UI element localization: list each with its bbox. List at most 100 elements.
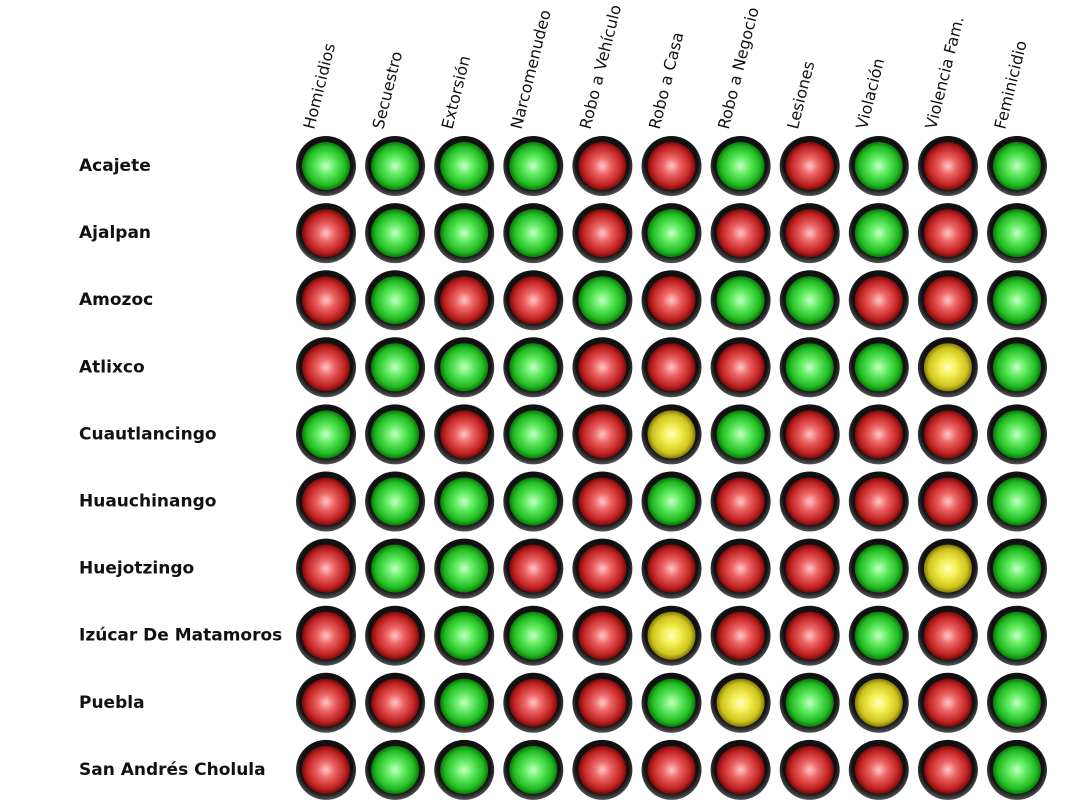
- status-light: [440, 410, 489, 459]
- status-light: [302, 745, 350, 794]
- row-label: Atlixco: [79, 357, 145, 377]
- status-light: [993, 343, 1041, 392]
- status-light: [854, 343, 903, 392]
- status-light: [854, 410, 903, 459]
- status-light: [440, 209, 489, 258]
- column-header: Robo a Negocio: [714, 5, 763, 131]
- status-light: [371, 477, 420, 526]
- status-light: [509, 142, 558, 190]
- row-label: San Andrés Cholula: [79, 760, 266, 780]
- status-light: [509, 410, 558, 459]
- status-light: [578, 142, 627, 190]
- status-light: [302, 544, 350, 593]
- status-light: [785, 276, 834, 325]
- row-label: Amozoc: [79, 290, 153, 310]
- status-light: [923, 209, 972, 258]
- status-light: [371, 678, 420, 727]
- status-light: [993, 209, 1041, 258]
- status-light: [854, 544, 903, 593]
- status-light: [509, 477, 558, 526]
- status-light: [302, 276, 350, 325]
- column-header: Extorsión: [438, 54, 475, 131]
- status-light: [302, 477, 350, 526]
- status-light: [647, 477, 696, 526]
- status-light: [440, 343, 489, 392]
- status-light: [647, 745, 696, 794]
- row-label: Puebla: [79, 693, 145, 713]
- status-light: [302, 343, 350, 392]
- status-light: [923, 410, 972, 459]
- status-light: [716, 343, 765, 392]
- status-light: [923, 678, 972, 727]
- status-light: [371, 343, 420, 392]
- status-light: [578, 410, 627, 459]
- status-light: [440, 142, 489, 190]
- status-light: [716, 276, 765, 325]
- status-light: [716, 611, 765, 660]
- row-label: Huejotzingo: [79, 559, 194, 579]
- status-light: [993, 276, 1041, 325]
- status-light: [785, 410, 834, 459]
- status-light: [302, 209, 350, 258]
- status-light: [578, 611, 627, 660]
- status-light: [440, 544, 489, 593]
- status-light: [854, 209, 903, 258]
- column-header: Feminicidio: [990, 39, 1030, 131]
- status-light: [716, 745, 765, 794]
- status-light: [371, 142, 420, 190]
- row-label: Izúcar De Matamoros: [79, 626, 282, 646]
- status-light: [440, 477, 489, 526]
- row-label: Acajete: [79, 156, 151, 176]
- column-header: Lesiones: [783, 59, 818, 131]
- status-light: [923, 745, 972, 794]
- status-light: [647, 276, 696, 325]
- status-light: [371, 209, 420, 258]
- status-light: [578, 343, 627, 392]
- status-light: [854, 745, 903, 794]
- status-light: [302, 142, 350, 190]
- status-light: [578, 678, 627, 727]
- status-light: [854, 276, 903, 325]
- status-light: [716, 142, 765, 190]
- status-light: [923, 276, 972, 325]
- status-light: [716, 678, 765, 727]
- status-light: [993, 678, 1041, 727]
- row-label: Ajalpan: [79, 223, 151, 243]
- status-light: [785, 343, 834, 392]
- status-light: [578, 477, 627, 526]
- status-light: [785, 209, 834, 258]
- status-light: [923, 343, 972, 392]
- status-light: [923, 544, 972, 593]
- status-light: [302, 678, 350, 727]
- column-header: Secuestro: [369, 49, 407, 131]
- status-light: [993, 544, 1041, 593]
- status-light: [716, 544, 765, 593]
- status-light: [509, 678, 558, 727]
- status-light: [302, 410, 350, 459]
- status-light: [993, 477, 1041, 526]
- status-light: [854, 611, 903, 660]
- status-light: [785, 611, 834, 660]
- status-light: [440, 276, 489, 325]
- column-header: Violencia Fam.: [921, 14, 967, 131]
- status-light: [371, 544, 420, 593]
- status-light: [440, 745, 489, 794]
- status-light: [647, 343, 696, 392]
- status-light: [993, 611, 1041, 660]
- status-light: [371, 745, 420, 794]
- status-light: [509, 209, 558, 258]
- status-light: [578, 544, 627, 593]
- status-light: [854, 678, 903, 727]
- status-light: [923, 477, 972, 526]
- status-light: [716, 209, 765, 258]
- status-light: [371, 276, 420, 325]
- status-light: [785, 745, 834, 794]
- status-light: [785, 477, 834, 526]
- status-light: [785, 142, 834, 190]
- column-header: Robo a Casa: [645, 30, 687, 131]
- status-light: [647, 142, 696, 190]
- row-label: Huauchinango: [79, 492, 216, 512]
- status-light: [509, 745, 558, 794]
- status-light: [578, 276, 627, 325]
